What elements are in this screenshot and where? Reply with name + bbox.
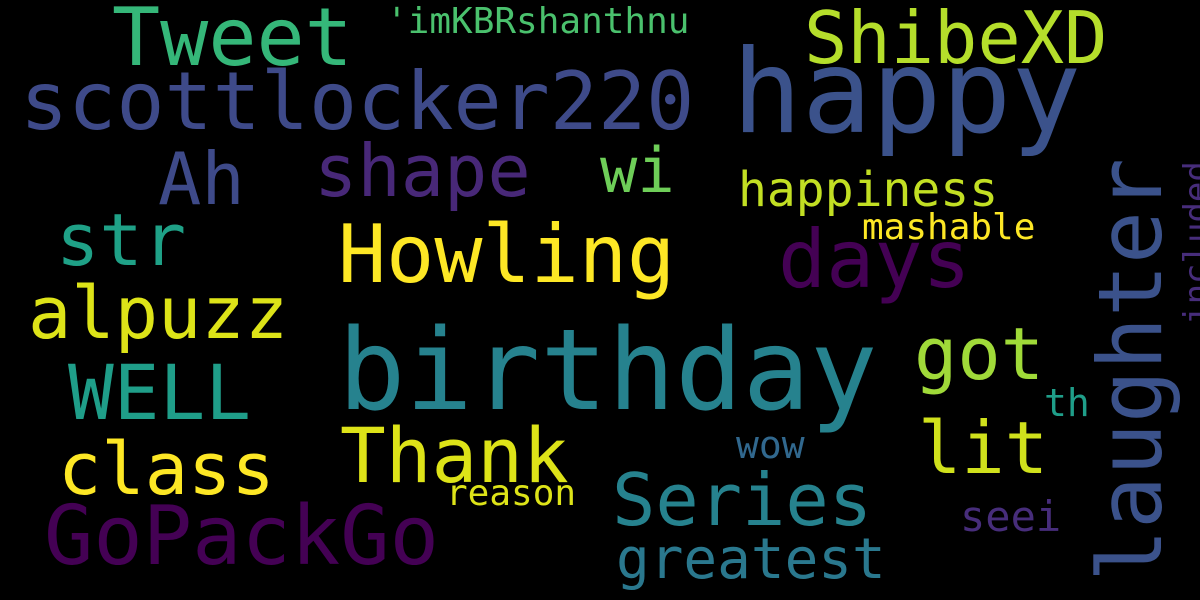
word-seei: seei [960,492,1062,541]
word-howling: Howling [338,208,676,301]
word-wi: wi [600,134,675,207]
word-mashable: mashable [862,207,1036,248]
word-ah: Ah [158,137,245,221]
word-well: WELL [68,348,252,437]
word-birthday: birthday [338,306,878,436]
word-thank: Thank [340,411,569,500]
word-happiness: happiness [738,162,999,218]
word-tweet: Tweet [112,0,353,84]
word-got: got [914,312,1045,396]
word-str: str [56,198,187,282]
word-reason: reason [446,473,577,514]
word-alpuzz: alpuzz [28,271,289,355]
word-gopackgo: GoPackGo [44,489,439,584]
word-class: class [58,427,275,511]
word-shibexd: ShibeXD [804,0,1108,80]
word-scottlocker220: scottlocker220 [20,55,695,148]
word-happy: happy [732,25,1082,160]
word-lit: lit [918,406,1049,490]
word-shape: shape [314,129,531,213]
word-included: included [1176,161,1200,325]
word-wow: wow [736,423,805,467]
word-days: days [778,213,971,306]
word-laughter: laughter [1078,158,1182,582]
word-series: Series [612,458,873,542]
word-greatest: greatest [616,527,886,592]
word-imkbrshanthnu: 'imKBRshanthnu [386,1,690,42]
word-th: th [1044,381,1090,425]
